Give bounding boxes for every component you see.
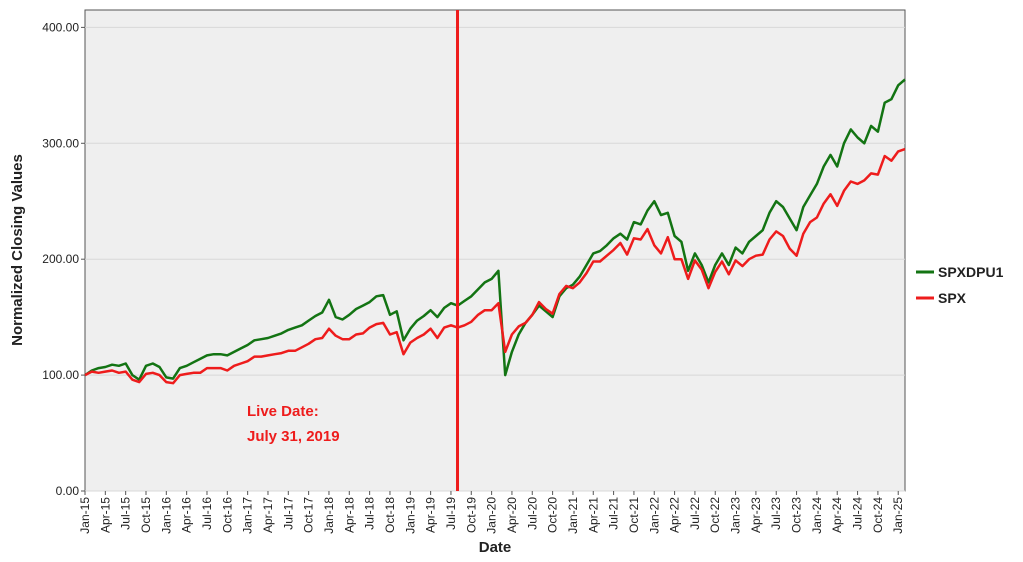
legend-label: SPX (938, 290, 967, 306)
x-tick-label: Oct-24 (871, 497, 885, 533)
x-tick-label: Oct-22 (708, 497, 722, 533)
x-tick-label: Jan-25 (891, 497, 905, 534)
x-tick-label: Oct-18 (383, 497, 397, 533)
x-tick-label: Apr-17 (261, 497, 275, 533)
x-tick-label: Oct-23 (790, 497, 804, 533)
x-tick-label: Oct-20 (546, 497, 560, 533)
x-tick-label: Apr-18 (342, 497, 356, 533)
x-tick-label: Jul-19 (444, 497, 458, 530)
x-tick-label: Jan-22 (647, 497, 661, 534)
y-tick-label: 100.00 (42, 368, 79, 382)
plot-area (84, 9, 906, 492)
x-tick-label: Apr-16 (180, 497, 194, 533)
y-axis-label: Normalized Closing Values (9, 154, 26, 346)
series-line (84, 147, 906, 385)
x-tick-label: Oct-21 (627, 497, 641, 533)
x-tick-label: Apr-20 (505, 497, 519, 533)
x-tick-label: Jan-15 (78, 497, 92, 534)
x-tick-label: Oct-16 (220, 497, 234, 533)
x-tick-label: Apr-21 (586, 497, 600, 533)
series-line (84, 78, 906, 381)
x-tick-label: Apr-22 (668, 497, 682, 533)
x-tick-label: Apr-19 (424, 497, 438, 533)
x-tick-label: Jul-24 (851, 497, 865, 530)
x-tick-label: Jan-18 (322, 497, 336, 534)
x-tick-label: Apr-23 (749, 497, 763, 533)
x-tick-label: Oct-15 (139, 497, 153, 533)
x-axis-label: Date (479, 539, 512, 556)
x-tick-label: Apr-15 (98, 497, 112, 533)
annotation: Live Date: (247, 403, 319, 420)
x-tick-label: Jan-17 (241, 497, 255, 534)
x-tick-label: Oct-19 (464, 497, 478, 533)
annotation: July 31, 2019 (247, 428, 340, 445)
x-tick-label: Jul-18 (363, 497, 377, 530)
y-tick-label: 200.00 (42, 252, 79, 266)
x-tick-label: Jul-16 (200, 497, 214, 530)
x-tick-label: Jan-20 (485, 497, 499, 534)
y-tick-label: 300.00 (42, 136, 79, 150)
x-tick-label: Jul-22 (688, 497, 702, 530)
x-tick-label: Jul-23 (769, 497, 783, 530)
x-tick-label: Apr-24 (830, 497, 844, 533)
x-tick-label: Jan-21 (566, 497, 580, 534)
x-tick-label: Jul-17 (281, 497, 295, 530)
x-tick-label: Jan-19 (403, 497, 417, 534)
y-tick-label: 400.00 (42, 20, 79, 34)
x-tick-label: Oct-17 (302, 497, 316, 533)
x-tick-label: Jul-20 (525, 497, 539, 530)
x-tick-label: Jan-23 (729, 497, 743, 534)
y-tick-label: 0.00 (56, 484, 80, 498)
x-tick-label: Jul-21 (607, 497, 621, 530)
x-tick-label: Jul-15 (119, 497, 133, 530)
x-tick-label: Jan-16 (159, 497, 173, 534)
legend-label: SPXDPU1 (938, 264, 1004, 280)
x-tick-label: Jan-24 (810, 497, 824, 534)
